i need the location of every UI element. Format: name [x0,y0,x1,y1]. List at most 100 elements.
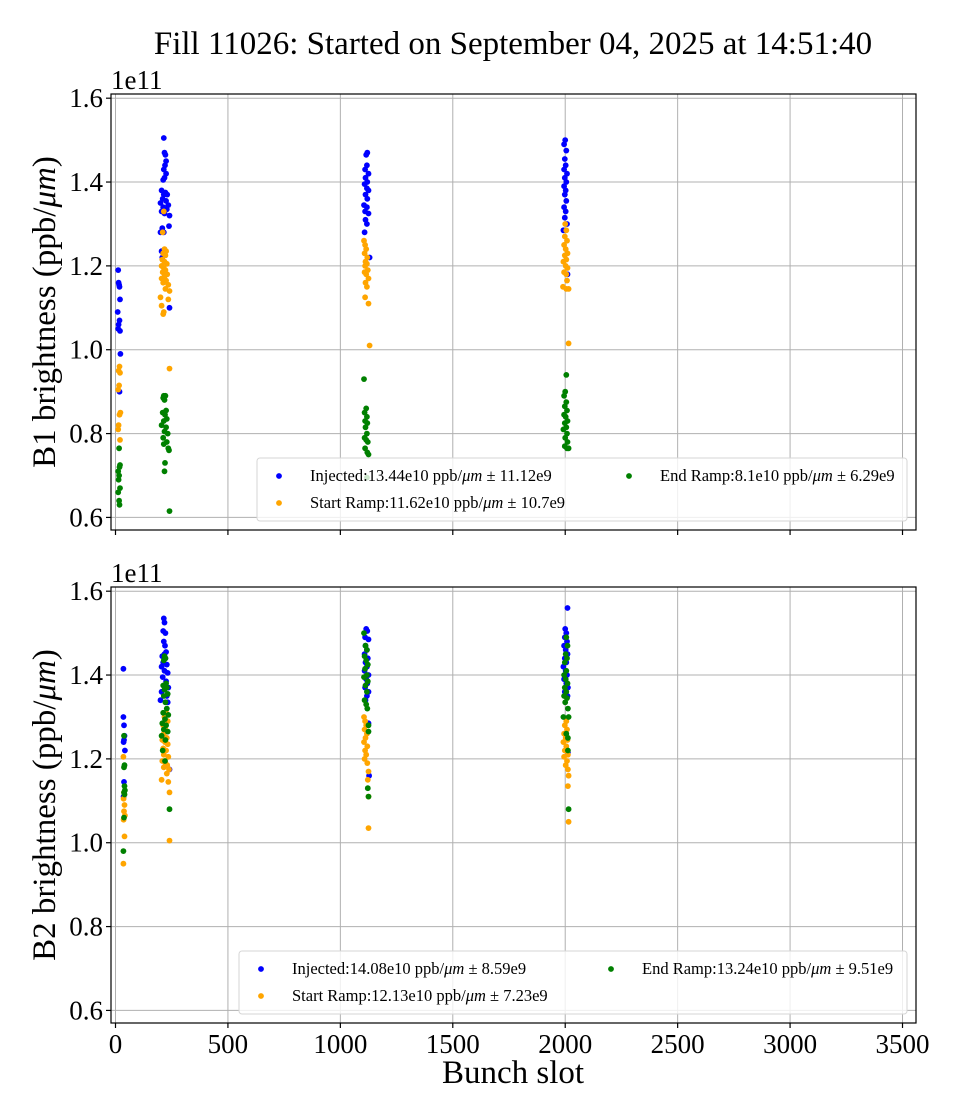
data-point [564,680,571,687]
legend-label: Start Ramp:11.62e10 ppb/μm ± 10.7e9 [310,493,565,512]
x-axis-label: Bunch slot [442,1055,584,1091]
data-point [166,223,172,230]
data-point [361,739,367,745]
data-point [561,659,568,666]
data-point [365,793,372,800]
y-tick-label: 1.4 [69,167,103,197]
data-point [166,365,173,372]
data-point [365,451,372,458]
data-point [562,699,569,706]
legend-marker [258,966,264,972]
y-tick-label: 1.4 [69,660,103,690]
data-point [161,397,168,403]
y-tick-label: 1.0 [69,828,103,858]
data-point [160,693,167,699]
data-point [163,170,170,177]
data-point [364,688,370,695]
data-point [159,229,166,236]
data-point [166,789,173,796]
data-point [365,636,372,643]
legend-marker [626,473,632,479]
x-tick-label: 3000 [763,1029,817,1059]
data-point [364,283,370,290]
data-point [365,768,372,775]
data-point [121,814,127,821]
data-point [166,447,172,454]
data-point [121,722,127,729]
data-point [364,195,371,202]
data-point [565,340,572,347]
legend-marker [276,500,282,506]
data-point [122,747,128,754]
y-tick-label: 1.2 [69,251,103,281]
data-point [162,460,168,466]
data-point [361,630,367,636]
chart-title: Fill 11026: Started on September 04, 202… [154,26,872,62]
data-point [361,376,367,382]
data-point [163,661,170,668]
legend-item-end-ramp: End Ramp:13.24e10 ppb/μm ± 9.51e9 [608,959,893,978]
data-point [160,279,167,286]
data-point [363,151,370,158]
data-point [164,728,171,735]
data-point [162,252,169,259]
data-point [162,151,169,158]
data-point [120,848,127,854]
data-point [163,705,170,712]
data-point [366,342,373,349]
data-point [563,227,570,234]
data-point [361,250,368,257]
data-point [160,434,167,441]
data-point [116,283,123,290]
data-point [564,265,571,271]
data-point [117,437,123,443]
legend-marker [276,473,282,479]
data-point [163,770,170,777]
y-tick-label: 1.0 [69,335,103,365]
data-point [115,489,122,496]
axes-frame [110,586,917,1024]
data-point [166,288,173,294]
data-point [160,208,167,215]
data-point [116,445,122,452]
data-point [117,369,123,376]
y-tick-label: 0.8 [69,419,103,449]
data-point [160,441,167,447]
data-point [565,445,572,452]
data-point [163,260,170,267]
data-point [365,187,372,194]
x-tick-label: 500 [208,1029,249,1059]
data-point [157,200,164,206]
legend-label: Start Ramp:12.13e10 ppb/μm ± 7.23e9 [292,986,548,1005]
legend-marker [258,993,264,999]
series-injected [120,605,571,800]
data-point [121,779,127,785]
data-point [161,619,168,626]
data-point [563,634,570,641]
data-point [563,147,570,154]
data-point [364,439,371,445]
data-point [362,166,368,173]
data-point [117,351,124,357]
data-point [162,630,169,636]
data-point [121,783,128,789]
data-point [364,760,371,766]
y-tick-label: 1.2 [69,744,103,774]
data-point [365,300,372,307]
data-point [160,657,167,664]
series-end-ramp [120,630,572,854]
data-point [165,779,172,785]
data-point [161,468,168,475]
data-point [165,753,172,760]
data-point [362,665,368,672]
data-point [115,386,122,393]
data-point [162,716,168,722]
data-point [362,294,368,301]
axes-frame [110,93,917,531]
data-point [158,422,165,429]
data-point [160,177,167,183]
data-point [564,277,570,284]
data-point [564,237,570,244]
data-point [120,860,127,867]
x-tick-label: 3500 [876,1029,930,1059]
